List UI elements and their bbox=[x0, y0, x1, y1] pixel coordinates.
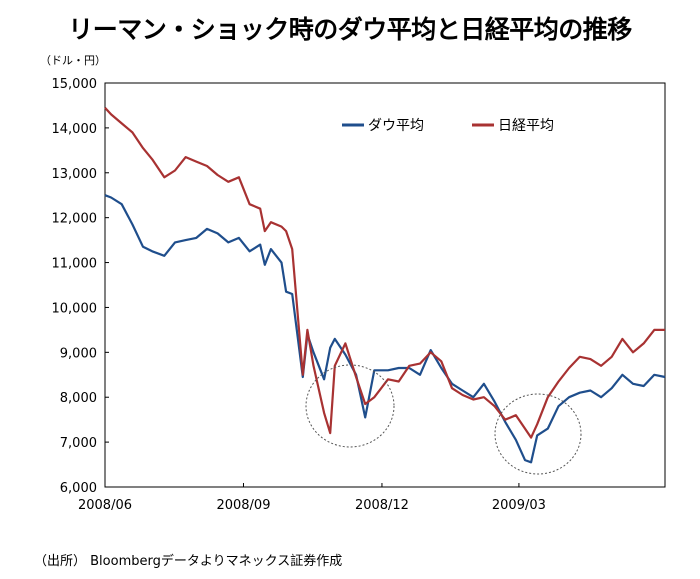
annotations bbox=[305, 364, 582, 475]
y-tick-label: 6,000 bbox=[60, 481, 97, 496]
y-tick-label: 8,000 bbox=[60, 391, 97, 406]
y-tick-label: 11,000 bbox=[52, 257, 98, 272]
x-tick-label: 2008/09 bbox=[216, 498, 270, 513]
x-tick-label: 2008/12 bbox=[355, 498, 409, 513]
x-tick-label: 2009/03 bbox=[492, 498, 546, 513]
chart-title: リーマン・ショック時のダウ平均と日経平均の推移 bbox=[68, 15, 632, 44]
y-axis-unit-label: （ドル・円） bbox=[40, 54, 106, 67]
y-tick-label: 12,000 bbox=[52, 212, 98, 227]
legend: ダウ平均 日経平均 bbox=[342, 118, 554, 134]
y-tick-label: 7,000 bbox=[60, 436, 97, 451]
y-tick-label: 14,000 bbox=[52, 122, 98, 137]
x-axis: 2008/06 2008/09 2008/12 2009/03 bbox=[78, 483, 546, 513]
source-note: （出所） Bloombergデータよりマネックス証券作成 bbox=[34, 554, 343, 569]
annotation-circle-2009 bbox=[494, 393, 582, 475]
y-tick-label: 10,000 bbox=[52, 301, 98, 316]
legend-label: ダウ平均 bbox=[368, 118, 424, 134]
y-tick-label: 9,000 bbox=[60, 346, 97, 361]
nikkei-average-line bbox=[104, 106, 665, 439]
y-tick-label: 15,000 bbox=[52, 77, 98, 92]
legend-label: 日経平均 bbox=[498, 118, 554, 134]
y-tick-label: 13,000 bbox=[52, 167, 98, 182]
annotation-circle-2008 bbox=[305, 364, 395, 448]
x-tick-label: 2008/06 bbox=[78, 498, 132, 513]
series-lines bbox=[104, 106, 666, 464]
y-axis: 6,000 7,000 8,000 9,000 10,000 11,000 12,000 13… bbox=[52, 77, 109, 496]
plot-area-frame bbox=[104, 82, 666, 488]
dow-average-line bbox=[104, 194, 666, 464]
